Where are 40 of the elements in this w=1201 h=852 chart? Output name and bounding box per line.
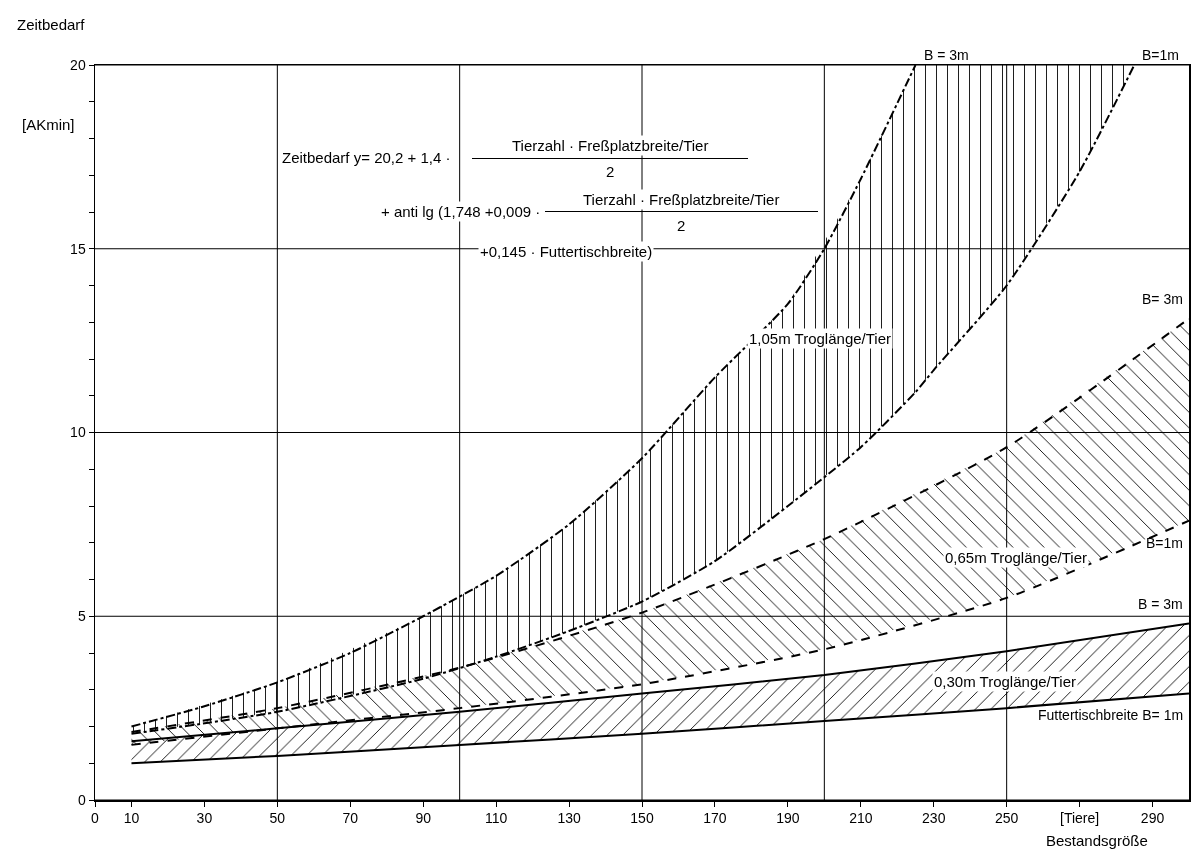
series-label: B=1m (1142, 47, 1179, 63)
annotation: Tierzahl · Freßplatzbreite/Tier (512, 137, 709, 154)
y-axis-title: Zeitbedarf (17, 16, 86, 33)
x-tick-label: 90 (415, 810, 432, 827)
annotation: Zeitbedarf y= 20,2 + 1,4 · (282, 149, 451, 166)
series-label: Futtertischbreite B= 1m (1038, 707, 1184, 723)
annotation: 0,65m Troglänge/Tier (945, 549, 1088, 566)
x-tick-label: 50 (269, 810, 286, 827)
x-tick-label: 210 (849, 810, 873, 827)
x-tick-label: 110 (484, 810, 508, 827)
x-tick-label: [Tiere] (1060, 810, 1100, 827)
series-label: B= 3m (1142, 291, 1183, 307)
x-tick-label: 70 (342, 810, 359, 827)
text: [AKmin] (22, 116, 75, 133)
annotation: + anti lg (1,748 +0,009 · (381, 203, 541, 220)
series-label: B=1m (1146, 535, 1183, 551)
annotation: +0,145 · Futtertischbreite) (480, 243, 653, 260)
x-tick-label: 290 (1140, 810, 1165, 827)
y-tick-label: 15 (70, 240, 86, 257)
x-tick-label: 150 (630, 810, 654, 827)
annotation: 1,05m Troglänge/Tier (749, 330, 892, 347)
x-tick-label: 190 (776, 810, 800, 827)
x-tick-label: 230 (922, 810, 946, 827)
annotation: 2 (606, 163, 615, 180)
x-tick-label: 0 (91, 810, 100, 827)
x-tick-label: 130 (557, 810, 581, 827)
y-tick-label: 10 (70, 424, 86, 441)
y-tick-label: 0 (77, 791, 86, 808)
y-tick-label: 5 (77, 608, 86, 625)
x-tick-label: 30 (196, 810, 213, 827)
series-label: B = 3m (1138, 596, 1183, 612)
annotation: 2 (677, 217, 686, 234)
annotation: 0,30m Troglänge/Tier (934, 673, 1077, 690)
annotation: Tierzahl · Freßplatzbreite/Tier (583, 191, 780, 208)
x-axis-title: Bestandsgröße (1046, 832, 1148, 849)
x-tick-label: 10 (123, 810, 140, 827)
x-tick-label: 170 (703, 810, 727, 827)
y-tick-label: 20 (70, 56, 86, 73)
series-label: B = 3m (924, 47, 969, 63)
x-tick-label: 250 (994, 810, 1019, 827)
